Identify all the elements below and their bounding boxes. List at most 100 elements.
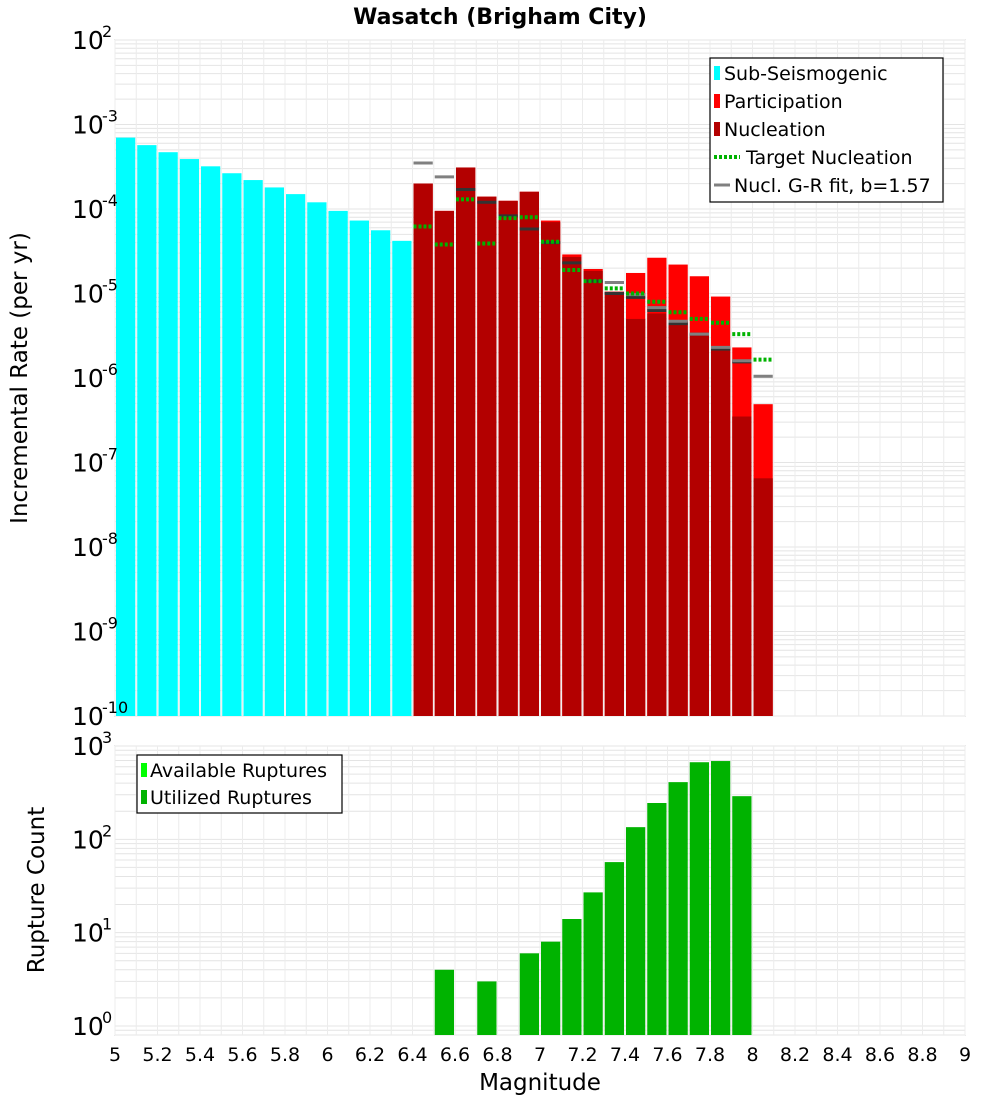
rate-y-axis-label: Incremental Rate (per yr): [7, 232, 33, 524]
legend-label: Nucleation: [724, 119, 826, 141]
legend-label: Sub-Seismogenic: [724, 63, 888, 85]
x-tick-label: 7.8: [695, 1044, 725, 1066]
y-tick-base: 10: [72, 1012, 104, 1041]
x-tick-label: 5.8: [270, 1044, 300, 1066]
count-legend: Available Ruptures Utilized Ruptures: [136, 754, 343, 814]
y-tick-base: 10: [72, 618, 104, 647]
sub-seismogenic-bar: [264, 187, 284, 717]
legend-label: Participation: [724, 91, 843, 113]
y-tick-exponent: 0: [102, 1008, 112, 1027]
utilized-ruptures-bar: [732, 796, 752, 1035]
sub-seismogenic-bar: [222, 173, 242, 716]
utilized-ruptures-bar: [668, 782, 688, 1035]
nucleation-bar: [413, 183, 433, 716]
legend-label: Available Ruptures: [150, 760, 327, 782]
nucleation-bar: [562, 257, 582, 716]
utilized-ruptures-bar: [541, 941, 561, 1035]
nucleation-bar: [498, 200, 518, 717]
rate-legend: Sub-Seismogenic Participation Nucleation Ta…: [709, 57, 944, 203]
y-tick-exponent: 2: [102, 821, 112, 840]
y-tick-exponent: 2: [102, 22, 112, 41]
y-tick-exponent: -3: [102, 107, 118, 126]
count-legend-box: [136, 754, 343, 814]
y-tick-base: 10: [72, 364, 104, 393]
nucleation-bar: [689, 334, 709, 716]
x-tick-label: 6.6: [440, 1044, 470, 1066]
y-tick-exponent: 1: [102, 915, 112, 934]
legend-label: Utilized Ruptures: [150, 787, 312, 809]
sub-seismogenic-bar: [328, 210, 348, 716]
y-tick-base: 10: [72, 533, 104, 562]
legend-swatch: [141, 763, 147, 777]
x-tick-label: 8.4: [822, 1044, 852, 1066]
utilized-ruptures-bar: [604, 862, 624, 1035]
nucleation-bar: [753, 478, 773, 716]
x-tick-label: 5: [109, 1044, 121, 1066]
nucleation-bar: [583, 270, 603, 716]
chart-title: Wasatch (Brigham City): [353, 5, 647, 30]
utilized-ruptures-bar: [583, 892, 603, 1035]
nucleation-bar: [732, 416, 752, 716]
y-tick-base: 10: [72, 449, 104, 478]
x-tick-label: 5.4: [185, 1044, 215, 1066]
sub-seismogenic-bar: [307, 202, 327, 716]
sub-seismogenic-bar: [286, 194, 306, 716]
utilized-ruptures-bar: [626, 827, 646, 1035]
y-tick-base: 10: [72, 195, 104, 224]
utilized-ruptures-bar: [711, 761, 731, 1035]
sub-seismogenic-bar: [243, 180, 263, 716]
x-tick-label: 7.6: [652, 1044, 682, 1066]
sub-seismogenic-bar: [179, 159, 199, 716]
x-tick-label: 5.2: [142, 1044, 172, 1066]
legend-swatch: [714, 122, 720, 136]
x-tick-label: 7.2: [567, 1044, 597, 1066]
x-tick-label: 8: [746, 1044, 758, 1066]
x-tick-label: 9: [959, 1044, 971, 1066]
nucleation-bar: [604, 291, 624, 716]
y-tick-base: 10: [72, 732, 104, 761]
y-tick-exponent: -10: [102, 698, 128, 717]
y-tick-base: 10: [72, 919, 104, 948]
count-bars: [434, 761, 752, 1035]
nucleation-bar: [668, 321, 688, 716]
legend-label: Target Nucleation: [745, 147, 913, 169]
nucleation-bar: [477, 196, 497, 717]
nucleation-bar: [626, 318, 646, 716]
x-axis-label: Magnitude: [479, 1070, 601, 1096]
rate-legend-box: [709, 57, 944, 203]
x-tick-label: 6.4: [397, 1044, 427, 1066]
sub-seismogenic-bar: [371, 230, 391, 716]
legend-swatch: [141, 790, 147, 804]
legend-swatch: [714, 94, 720, 108]
x-tick-label: 6: [321, 1044, 333, 1066]
utilized-ruptures-bar: [647, 803, 667, 1035]
utilized-ruptures-bar: [434, 969, 454, 1035]
sub-seismogenic-bar: [158, 152, 178, 716]
y-tick-exponent: -5: [102, 276, 118, 295]
utilized-ruptures-bar: [562, 919, 582, 1035]
utilized-ruptures-bar: [689, 762, 709, 1035]
legend-label: Nucl. G-R fit, b=1.57: [734, 175, 931, 197]
y-tick-base: 10: [72, 26, 104, 55]
y-tick-base: 10: [72, 111, 104, 140]
x-tick-label: 6.8: [482, 1044, 512, 1066]
nucleation-bar: [434, 210, 454, 716]
nucleation-bar: [647, 313, 667, 716]
y-tick-exponent: -4: [102, 191, 118, 210]
x-tick-label: 7.4: [610, 1044, 640, 1066]
x-tick-label: 8.6: [865, 1044, 895, 1066]
utilized-ruptures-bar: [477, 981, 497, 1035]
rate-bars: [116, 137, 773, 717]
x-tick-label: 5.6: [227, 1044, 257, 1066]
sub-seismogenic-bar: [201, 166, 221, 716]
x-tick-label: 8.8: [907, 1044, 937, 1066]
y-tick-exponent: -7: [102, 445, 118, 464]
nucleation-bar: [711, 349, 731, 716]
nucleation-bar: [541, 222, 561, 716]
y-tick-exponent: -8: [102, 529, 118, 548]
